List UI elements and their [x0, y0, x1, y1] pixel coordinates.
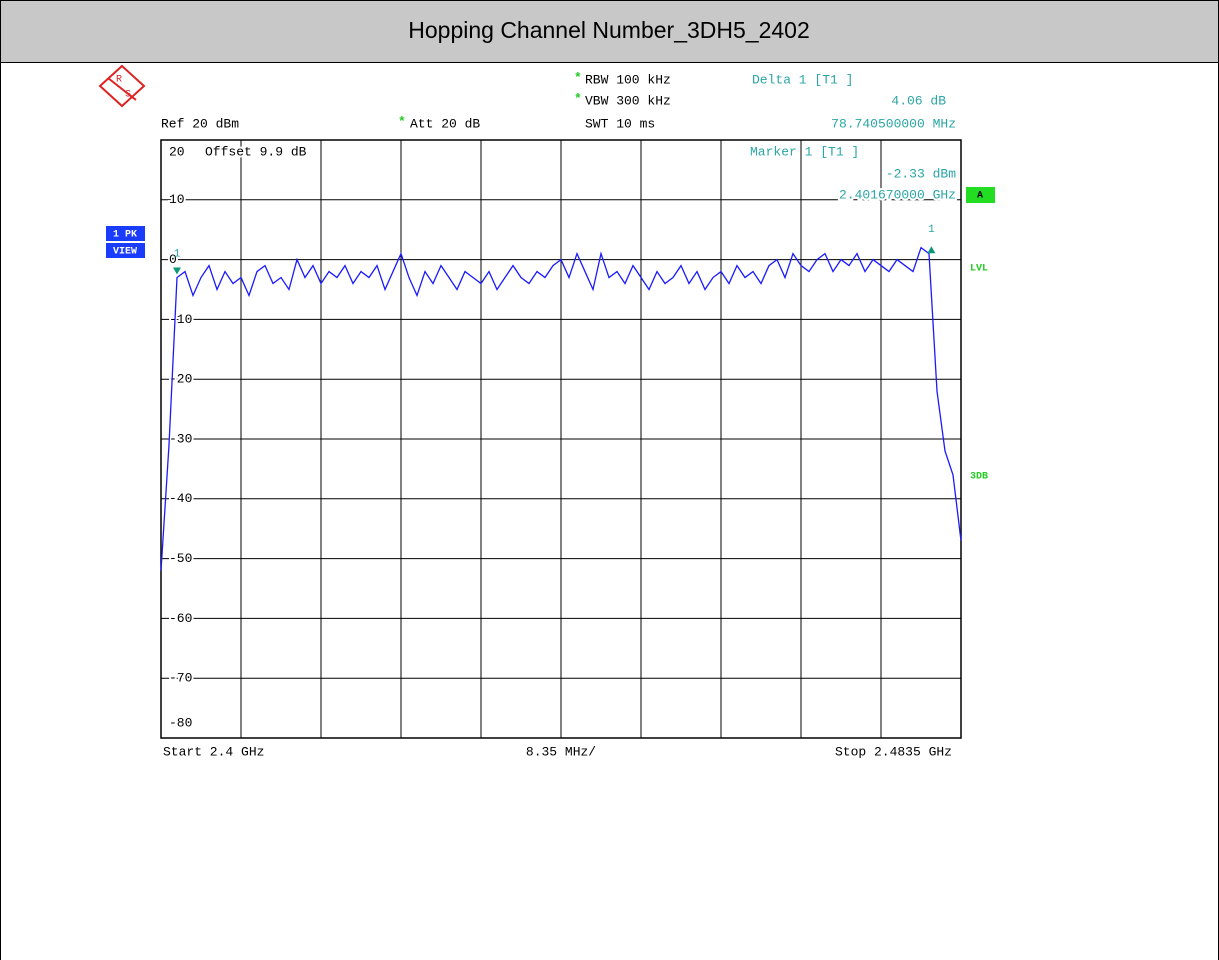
- y-tick-label: -20: [169, 372, 192, 387]
- marker: [927, 246, 936, 254]
- trace: [160, 246, 962, 571]
- delta-name: Delta 1 [T1 ]: [752, 72, 853, 87]
- stop-label: Stop 2.4835 GHz: [835, 744, 952, 759]
- y-tick-label: -50: [169, 551, 192, 566]
- y-tick-label: -60: [169, 611, 192, 626]
- vbw: VBW 300 kHz: [585, 93, 671, 108]
- changed-flag: *: [398, 114, 406, 129]
- logo: R S: [98, 64, 146, 108]
- screen-badge-box: [966, 187, 995, 203]
- changed-flag: *: [574, 70, 582, 85]
- delta-frequency: 78.740500000 MHz: [831, 116, 956, 131]
- trace-badge: VIEW: [113, 247, 137, 258]
- attenuation: Att 20 dB: [410, 116, 480, 131]
- marker-label: 1: [928, 224, 935, 236]
- badge-box: [106, 226, 145, 241]
- logo-letter: R: [116, 75, 122, 86]
- rbw: RBW 100 kHz: [585, 72, 671, 87]
- span-label: 8.35 MHz/: [526, 744, 596, 759]
- y-tick-label: -70: [169, 671, 192, 686]
- badge-box: [106, 243, 145, 258]
- y-tick-label: -30: [169, 431, 192, 446]
- y-tick-label: -40: [169, 491, 192, 506]
- marker-frequency: 2.401670000 GHz: [839, 187, 956, 202]
- trace-badge: 1 PK: [113, 230, 137, 241]
- marker: [173, 267, 181, 275]
- side-label: 3DB: [970, 472, 988, 483]
- marker-name: Marker 1 [T1 ]: [750, 144, 859, 159]
- offset: Offset 9.9 dB: [205, 144, 307, 159]
- y-tick-label: 10: [169, 192, 185, 207]
- marker-label: 1: [174, 248, 181, 260]
- y-tick-label: 0: [169, 252, 177, 267]
- y-tick-label: -10: [169, 312, 192, 327]
- ref-level: Ref 20 dBm: [161, 116, 239, 131]
- logo-diamond: [98, 64, 146, 108]
- delta-level: 4.06 dB: [891, 93, 946, 108]
- start-label: Start 2.4 GHz: [163, 744, 264, 759]
- sweep-time: SWT 10 ms: [585, 116, 655, 131]
- chart-title: Hopping Channel Number_3DH5_2402: [408, 17, 810, 43]
- marker-level: -2.33 dBm: [886, 166, 956, 181]
- side-label: LVL: [970, 264, 988, 275]
- logo-letter: S: [125, 90, 131, 101]
- title-bar: [0, 0, 1219, 63]
- y-tick-label: -80: [169, 715, 192, 730]
- y-tick-label: 20: [169, 144, 185, 159]
- plot: 20 10 0 -10 -20 -30 -40 -50 -60 -70 -80 1 1: [160, 139, 962, 739]
- changed-flag: *: [574, 91, 582, 106]
- screen-badge: A: [977, 191, 983, 202]
